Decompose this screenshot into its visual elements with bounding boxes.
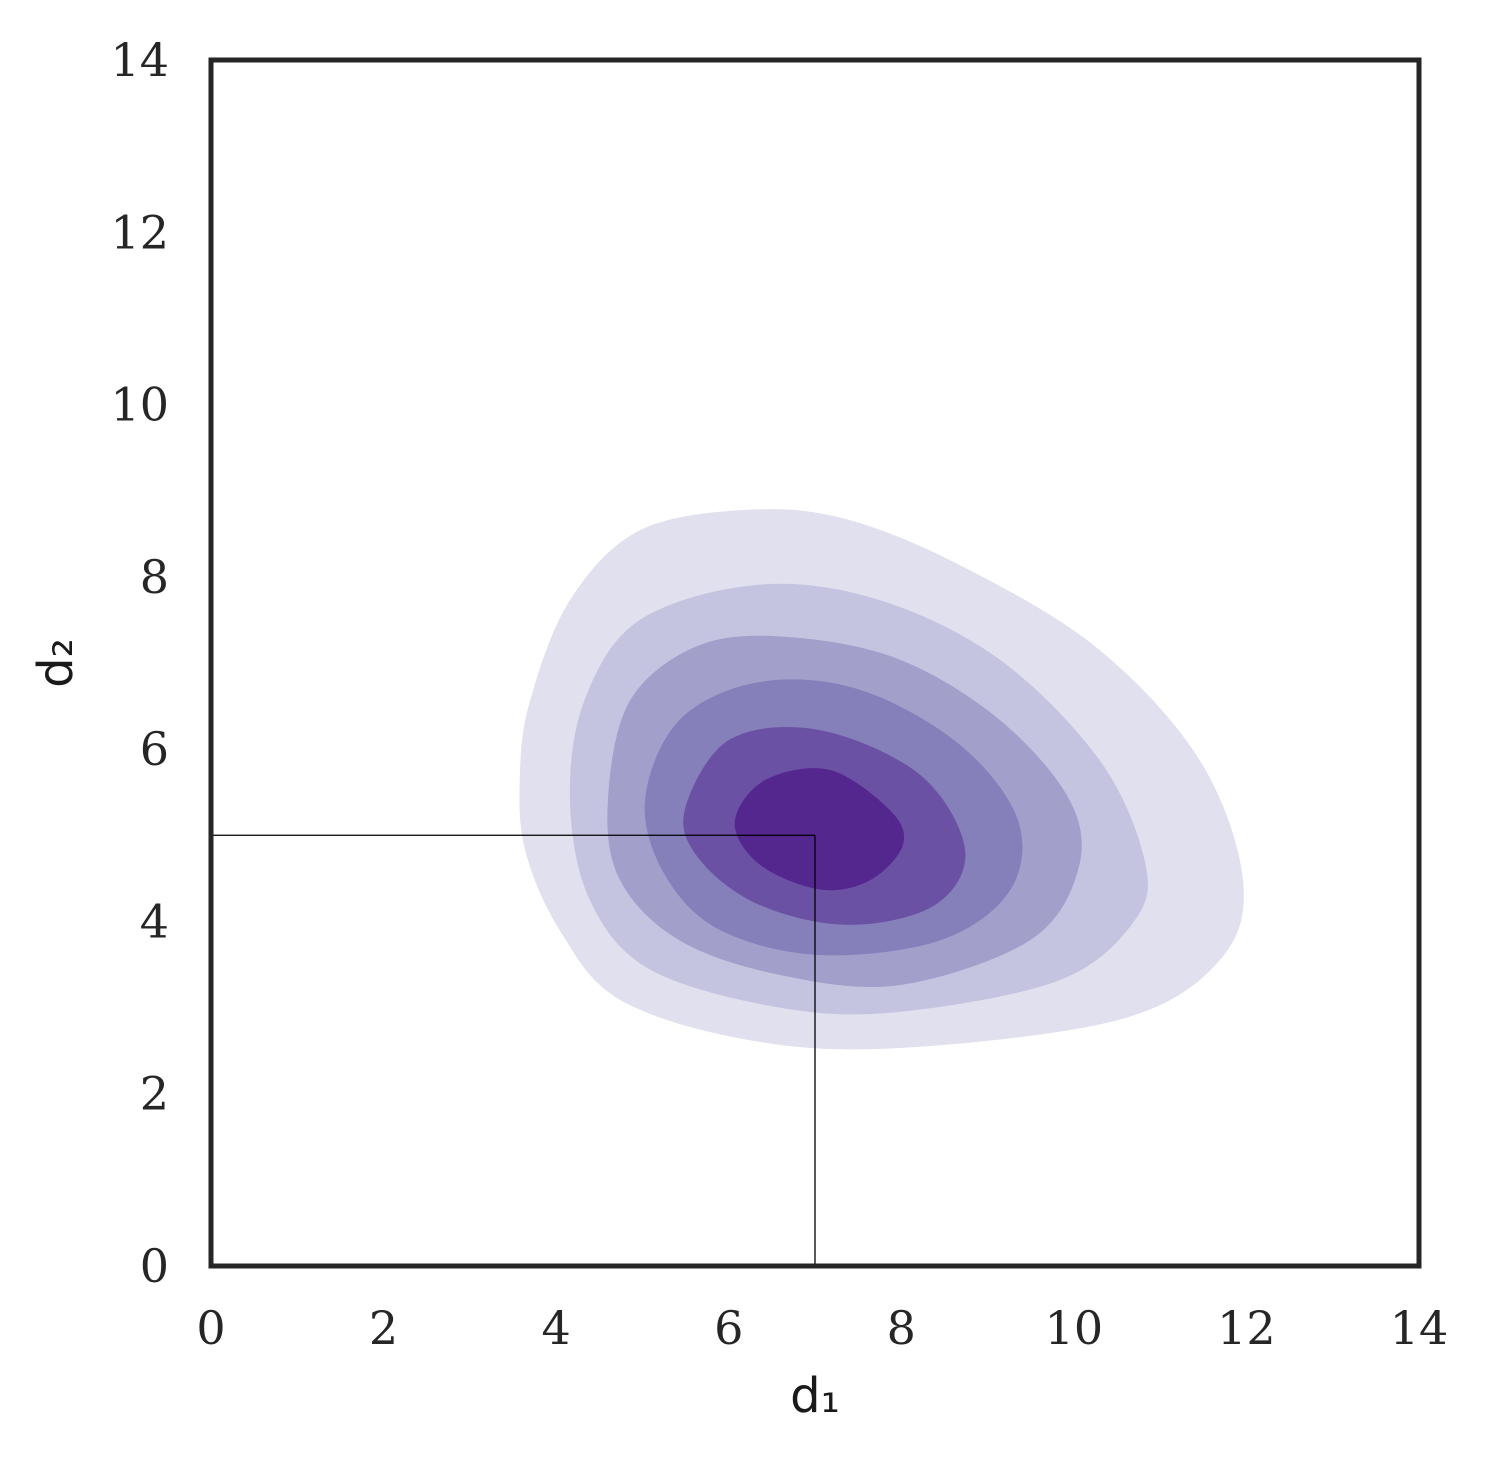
x-tick-label: 0 [196,1301,225,1355]
y-tick-label: 2 [140,1067,169,1121]
y-tick-label: 8 [140,550,169,604]
x-tick-label: 10 [1045,1301,1104,1355]
contour-level [734,768,905,891]
x-tick-label: 4 [542,1301,571,1355]
x-tick-label: 12 [1217,1301,1276,1355]
plot-frame [208,57,1422,1269]
x-tick-label: 6 [714,1301,743,1355]
y-tick-label: 4 [140,894,169,948]
x-axis-label: d₁ [790,1368,840,1424]
y-tick-label: 12 [110,205,169,259]
y-tick-label: 14 [110,33,169,87]
y-tick-label: 6 [140,722,169,776]
y-tick-label: 0 [140,1239,169,1293]
y-axis-label: d₂ [28,638,84,688]
x-tick-label: 14 [1390,1301,1449,1355]
y-tick-label: 10 [110,378,169,432]
x-tick-label: 2 [369,1301,398,1355]
x-tick-label: 8 [887,1301,916,1355]
